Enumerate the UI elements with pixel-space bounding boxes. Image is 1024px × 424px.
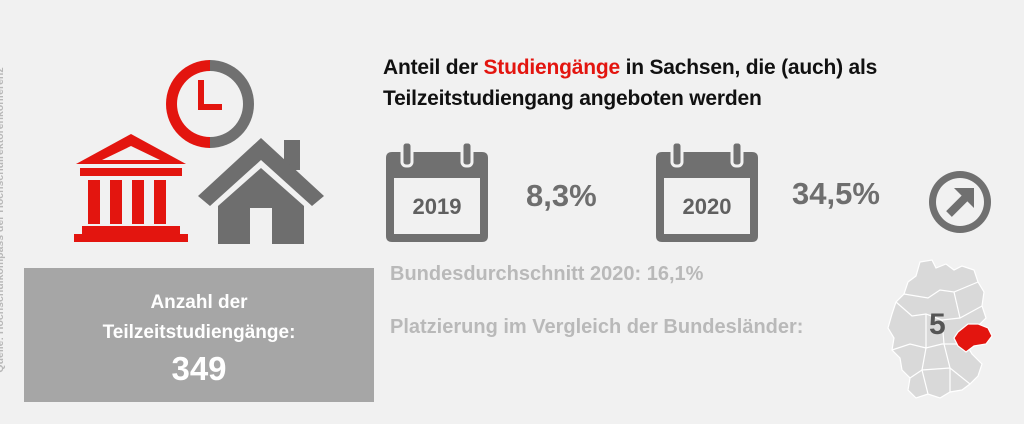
- calendar-year-2020: 2020: [682, 194, 732, 219]
- ranking-value: 5: [929, 308, 946, 341]
- clock-icon: [166, 60, 254, 148]
- count-label: Anzahl der Teilzeitstudiengänge:: [24, 268, 374, 348]
- title-part-2: in Sachsen, die (auch) als: [619, 56, 878, 79]
- page-title: Anteil der Studiengänge in Sachsen, die …: [383, 52, 1003, 114]
- count-label-line-1: Anzahl der: [150, 292, 248, 313]
- calendar-icon-2020: [656, 140, 758, 242]
- germany-map-icon: [887, 259, 993, 399]
- university-building-icon: [74, 134, 188, 242]
- ranking-label: Platzierung im Vergleich der Bundeslände…: [390, 316, 804, 338]
- title-part-1: Anteil der: [383, 56, 484, 79]
- source-note-wrapper: Quelle: Hochschulkompass der Hochschulre…: [0, 0, 24, 424]
- count-value: 349: [171, 350, 227, 387]
- share-value-2020: 34,5%: [792, 176, 880, 211]
- source-note: Quelle: Hochschulkompass der Hochschulre…: [0, 67, 6, 373]
- title-line-2: Teilzeitstudiengang angeboten werden: [383, 87, 762, 110]
- count-box: Anzahl der Teilzeitstudiengänge: 349: [24, 268, 374, 402]
- count-label-line-2: Teilzeitstudiengänge:: [102, 322, 296, 343]
- calendar-icon-2019: [386, 140, 488, 242]
- share-value-2019: 8,3%: [526, 178, 597, 213]
- federal-average-text: Bundesdurchschnitt 2020: 16,1%: [390, 263, 704, 285]
- calendar-year-2019: 2019: [412, 194, 462, 219]
- arrow-up-right-icon: [929, 171, 991, 233]
- house-icon: [198, 138, 324, 244]
- title-highlight: Studiengänge: [483, 56, 620, 79]
